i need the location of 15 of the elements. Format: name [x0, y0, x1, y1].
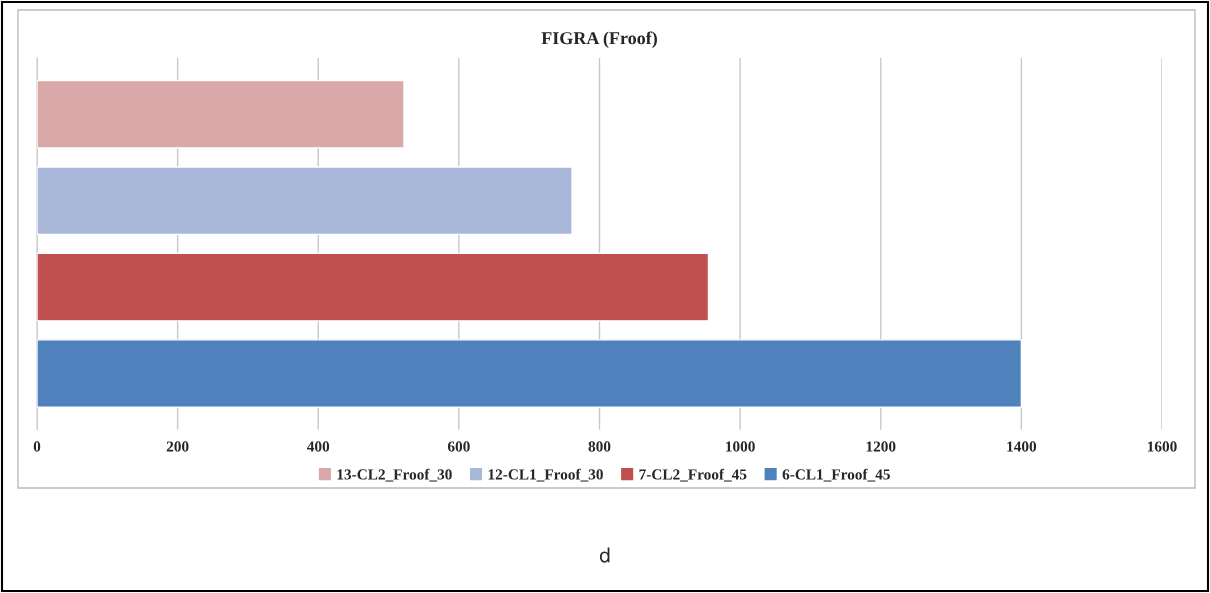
- legend-label: 7-CL2_Froof_45: [639, 468, 747, 482]
- legend-label: 12-CL1_Froof_30: [488, 468, 603, 482]
- x-tick-label: 1400: [1007, 441, 1037, 452]
- x-tick-label: 1000: [726, 441, 755, 452]
- x-tick-label: 1200: [866, 441, 896, 452]
- x-tick-label: 400: [307, 441, 330, 452]
- chart-title: FIGRA (Froof): [541, 31, 657, 48]
- x-tick-label: 0: [33, 441, 41, 452]
- x-tick-label: 200: [166, 441, 189, 452]
- legend-label: 13-CL2_Froof_30: [337, 468, 452, 482]
- text: d: [599, 547, 610, 563]
- x-tick-label: 600: [447, 441, 470, 452]
- x-tick-label: 1600: [1147, 441, 1177, 452]
- x-tick-label: 800: [588, 441, 611, 452]
- legend-label: 6-CL1_Froof_45: [782, 468, 890, 482]
